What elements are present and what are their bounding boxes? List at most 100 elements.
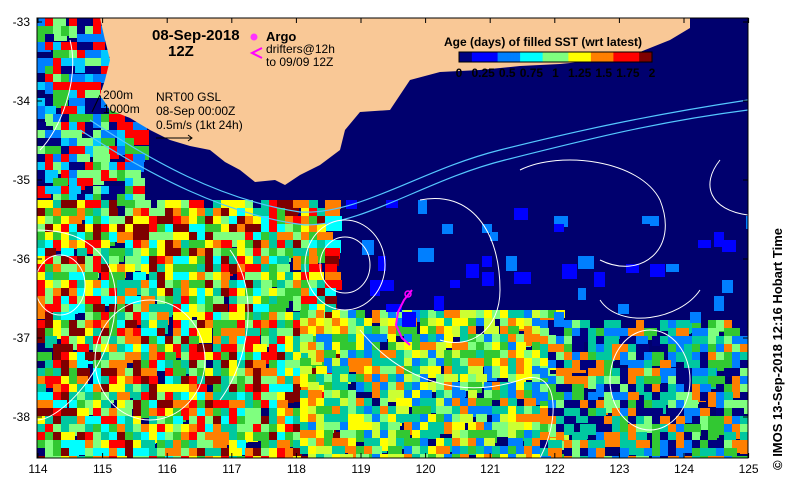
- age-cell: [109, 170, 122, 178]
- age-cell: [317, 232, 331, 243]
- age-cell: [652, 384, 664, 395]
- age-cell: [245, 408, 260, 416]
- age-cell: [253, 224, 267, 235]
- age-cell: [157, 360, 171, 371]
- age-cell: [245, 216, 255, 231]
- age-cell: [332, 334, 342, 342]
- age-cell: [316, 422, 330, 433]
- age-cell: [61, 312, 75, 320]
- age-cell: [53, 232, 63, 247]
- age-cell: [117, 360, 127, 369]
- age-cell: [117, 400, 125, 413]
- age-cell: [109, 232, 118, 242]
- age-cell: [452, 414, 460, 426]
- age-cell: [308, 422, 316, 436]
- age-cell: [340, 430, 348, 439]
- age-cell: [324, 414, 332, 425]
- age-cell: [93, 448, 104, 458]
- colorbar-tick-label: 0.5: [498, 66, 516, 80]
- age-cell: [37, 208, 49, 216]
- age-cell: [325, 248, 340, 259]
- age-cell: [636, 352, 644, 367]
- age-cell: [556, 416, 568, 427]
- age-cell: [404, 438, 421, 449]
- age-cell: [588, 400, 596, 412]
- age-cell: [69, 448, 79, 458]
- age-cell: [402, 312, 416, 327]
- age-cell: [149, 312, 159, 327]
- age-cell: [277, 264, 290, 274]
- age-cell: [300, 374, 310, 387]
- age-cell: [93, 232, 104, 240]
- age-cell: [564, 320, 575, 334]
- age-cell: [708, 360, 720, 369]
- age-field: [37, 18, 748, 458]
- age-cell: [101, 248, 109, 260]
- age-cell: [285, 408, 294, 416]
- age-cell: [93, 256, 101, 267]
- age-cell: [221, 360, 232, 369]
- age-cell: [213, 376, 222, 388]
- colorbar-tick-label: 1.25: [567, 66, 592, 80]
- age-cell: [277, 400, 288, 415]
- age-cell: [492, 334, 501, 347]
- age-cell: [436, 342, 446, 350]
- age-cell: [301, 456, 310, 458]
- age-cell: [205, 296, 214, 306]
- age-cell: [652, 408, 663, 423]
- age-cell: [69, 416, 82, 425]
- age-cell: [253, 416, 261, 429]
- age-cell: [277, 224, 287, 232]
- age-cell: [197, 240, 212, 248]
- age-cell: [277, 448, 287, 458]
- age-cell: [293, 256, 301, 270]
- age-cell: [61, 440, 69, 451]
- age-cell: [364, 318, 372, 332]
- age-cell: [436, 422, 447, 434]
- age-cell: [149, 256, 163, 265]
- age-cell: [53, 368, 63, 379]
- age-cell: [698, 240, 711, 248]
- age-cell: [125, 248, 140, 256]
- age-cell: [125, 194, 139, 204]
- age-cell: [652, 448, 660, 458]
- age-cell: [668, 328, 679, 340]
- age-cell: [468, 358, 477, 366]
- age-cell: [348, 390, 356, 400]
- age-cell: [85, 90, 100, 101]
- age-cell: [117, 296, 131, 304]
- age-cell: [245, 248, 256, 258]
- age-cell: [428, 342, 436, 353]
- colorbar-swatch: [639, 52, 643, 62]
- age-cell: [556, 344, 566, 357]
- age-cell: [588, 448, 598, 458]
- age-cell: [556, 400, 568, 408]
- age-cell: [540, 432, 550, 441]
- age-cell: [133, 170, 141, 184]
- age-cell: [612, 328, 627, 339]
- age-cell: [660, 336, 674, 346]
- age-cell: [173, 416, 183, 425]
- age-cell: [708, 424, 719, 438]
- age-cell: [117, 304, 127, 318]
- age-cell: [125, 170, 137, 179]
- age-cell: [308, 454, 322, 458]
- age-cell: [125, 256, 139, 264]
- age-cell: [53, 98, 68, 108]
- age-cell: [588, 392, 598, 407]
- age-cell: [61, 90, 70, 100]
- age-cell: [676, 416, 685, 427]
- age-cell: [524, 446, 533, 458]
- age-cell: [205, 392, 218, 400]
- age-cell: [692, 416, 702, 425]
- age-cell: [644, 400, 657, 409]
- age-cell: [428, 422, 442, 432]
- age-cell: [378, 280, 394, 291]
- age-cell: [532, 334, 546, 345]
- age-cell: [141, 400, 151, 414]
- age-cell: [173, 360, 185, 368]
- age-cell: [500, 454, 509, 458]
- drifters-to-label: to 09/09 12Z: [266, 55, 334, 69]
- age-cell: [237, 240, 248, 254]
- age-cell: [173, 440, 188, 451]
